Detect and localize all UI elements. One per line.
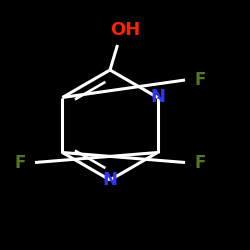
- Text: OH: OH: [110, 21, 140, 39]
- Text: F: F: [14, 154, 26, 172]
- Text: N: N: [150, 88, 165, 106]
- Text: F: F: [194, 71, 206, 89]
- Text: N: N: [102, 171, 118, 189]
- Text: F: F: [194, 154, 206, 172]
